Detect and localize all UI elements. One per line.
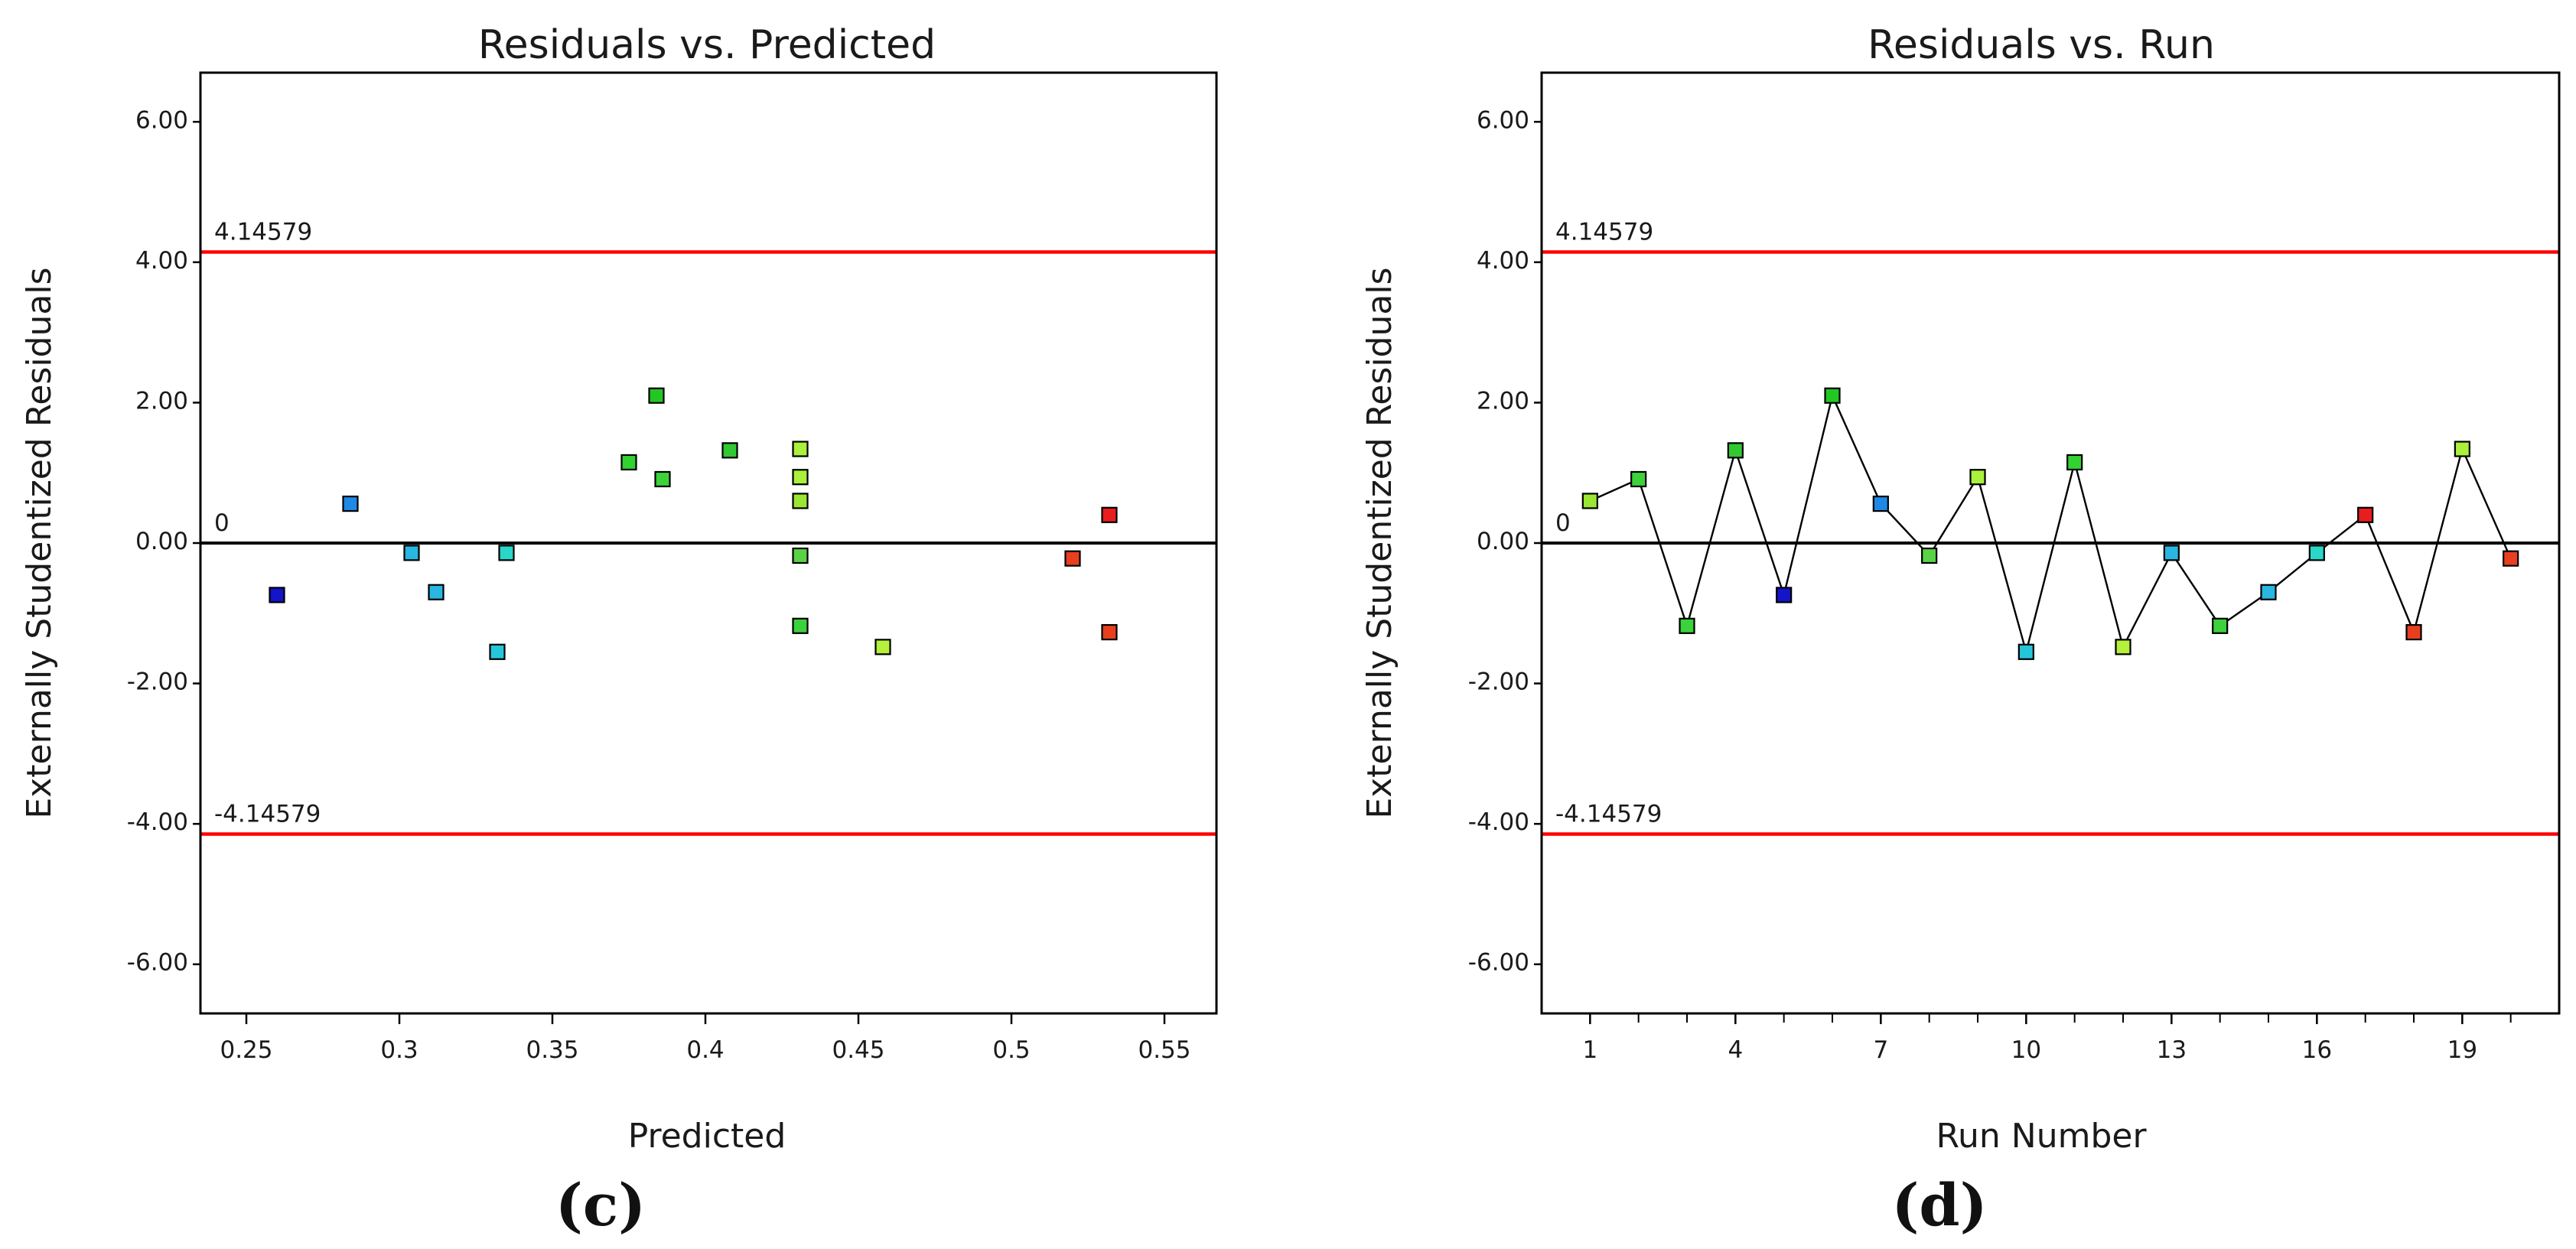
data-point-marker [1727, 442, 1744, 459]
data-point-marker [489, 643, 506, 660]
x-tick-label: 0.55 [1138, 1036, 1190, 1064]
x-tick-label: 0.35 [526, 1036, 578, 1064]
data-point-marker [792, 441, 809, 457]
data-point-marker [2454, 441, 2470, 457]
x-tick-label: 0.45 [832, 1036, 884, 1064]
residuals-vs-predicted-chart: Residuals vs. Predicted 6.00 4.00 2.00 0.00… [20, 22, 1218, 1239]
limit-line-label: -4.14579 [214, 801, 321, 828]
data-point-marker [721, 442, 738, 459]
data-point-marker [428, 584, 445, 600]
data-point-marker [1872, 495, 1889, 512]
data-point-marker [2503, 550, 2519, 567]
y-tick-label: -2.00 [127, 668, 188, 696]
data-point-marker [654, 470, 671, 488]
data-point-marker [1064, 550, 1081, 567]
x-tick-label: 1 [1582, 1036, 1597, 1064]
data-point-marker [792, 547, 809, 564]
y-axis-label: Externally Studentized Residuals [20, 267, 59, 818]
data-point-marker [498, 545, 515, 561]
data-point-marker [2308, 545, 2325, 561]
x-tick-label: 4 [1728, 1036, 1743, 1064]
x-tick-label: 7 [1873, 1036, 1888, 1064]
limit-line-label: -4.14579 [1555, 801, 1662, 828]
y-tick-label: 2.00 [135, 387, 188, 415]
data-point-marker [1824, 387, 1841, 404]
zero-reference-label: 0 [214, 509, 230, 537]
x-tick-label: 0.5 [992, 1036, 1030, 1064]
x-tick-label: 0.25 [220, 1036, 272, 1064]
x-tick-label: 16 [2302, 1036, 2332, 1064]
data-point-marker [2066, 454, 2083, 471]
y-tick-label: 6.00 [135, 106, 188, 134]
data-point-marker [2260, 584, 2277, 600]
data-point-marker [648, 387, 665, 404]
x-tick-label: 19 [2447, 1036, 2477, 1064]
y-tick-label: -2.00 [1468, 668, 1529, 696]
panel-label-d: (d) [1891, 1171, 1987, 1239]
data-point-marker [1101, 623, 1118, 641]
data-point-marker [1776, 587, 1793, 603]
data-point-marker [1921, 547, 1938, 564]
y-tick-label: -4.00 [1468, 808, 1529, 836]
plot-frame [1540, 71, 2561, 1015]
y-tick-label: 4.00 [135, 247, 188, 275]
x-axis-label: Run Number [1936, 1117, 2147, 1156]
data-point-marker [1630, 470, 1647, 488]
chart-title: Residuals vs. Predicted [478, 22, 936, 68]
y-tick-label: 4.00 [1477, 247, 1529, 275]
data-point-marker [1679, 617, 1695, 634]
y-axis-label: Externally Studentized Residuals [1360, 267, 1399, 818]
x-tick-label: 0.4 [686, 1036, 724, 1064]
data-point-marker [2017, 643, 2034, 660]
data-point-marker [342, 495, 359, 512]
data-point-marker [1581, 493, 1598, 509]
x-tick-label: 10 [2011, 1036, 2041, 1064]
y-tick-label: 2.00 [1477, 387, 1529, 415]
residuals-vs-run-chart: Residuals vs. Run 6.00 4.00 2.00 0.00 -2.00 -… [1360, 22, 2561, 1239]
limit-line-label: 4.14579 [214, 218, 312, 246]
data-point-marker [792, 469, 809, 486]
data-point-marker [1101, 506, 1118, 523]
chart-title: Residuals vs. Run [1868, 22, 2215, 68]
y-tick-label: -4.00 [127, 808, 188, 836]
y-tick-label: 0.00 [135, 528, 188, 555]
x-axis-label: Predicted [628, 1117, 786, 1156]
y-tick-label: 6.00 [1477, 106, 1529, 134]
x-tick-label: 0.3 [380, 1036, 418, 1064]
y-tick-label: -6.00 [1468, 949, 1529, 977]
plot-frame [199, 71, 1218, 1015]
data-point-marker [2163, 545, 2180, 561]
data-point-marker [2115, 639, 2131, 655]
x-tick-label: 13 [2157, 1036, 2187, 1064]
data-point-marker [792, 617, 809, 634]
data-point-marker [269, 587, 285, 603]
data-point-marker [620, 454, 637, 471]
data-point-marker [1969, 469, 1986, 486]
zero-reference-label: 0 [1555, 509, 1571, 537]
data-point-marker [874, 639, 891, 655]
data-point-marker [2212, 617, 2229, 634]
y-tick-label: 0.00 [1477, 528, 1529, 555]
limit-line-label: 4.14579 [1555, 218, 1653, 246]
y-tick-label: -6.00 [127, 949, 188, 977]
data-point-marker [2405, 623, 2422, 641]
data-point-marker [2357, 506, 2374, 523]
residual-connector-line [1589, 392, 2512, 655]
data-point-marker [792, 493, 809, 509]
panel-label-c: (c) [555, 1171, 646, 1239]
data-point-marker [403, 545, 420, 561]
